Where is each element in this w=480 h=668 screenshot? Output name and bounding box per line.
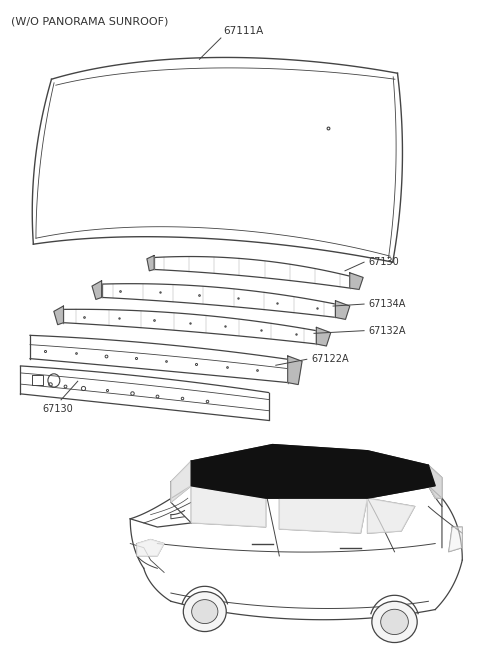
Text: 67132A: 67132A <box>369 326 407 336</box>
Polygon shape <box>279 494 367 533</box>
Text: 67130: 67130 <box>369 257 399 267</box>
Polygon shape <box>92 281 102 299</box>
Polygon shape <box>316 327 331 346</box>
Polygon shape <box>367 498 415 533</box>
Text: 67111A: 67111A <box>223 26 264 36</box>
Text: 67122A: 67122A <box>312 354 349 364</box>
Ellipse shape <box>183 592 226 631</box>
Polygon shape <box>336 301 350 319</box>
Polygon shape <box>449 527 462 552</box>
Text: 67130: 67130 <box>42 404 72 414</box>
Ellipse shape <box>381 609 408 635</box>
Text: 67134A: 67134A <box>369 299 406 309</box>
Ellipse shape <box>192 600 218 623</box>
Polygon shape <box>429 465 442 498</box>
Polygon shape <box>191 445 435 498</box>
Polygon shape <box>191 486 266 527</box>
Text: (W/O PANORAMA SUNROOF): (W/O PANORAMA SUNROOF) <box>11 16 168 26</box>
Polygon shape <box>137 540 164 556</box>
Polygon shape <box>288 356 302 385</box>
Polygon shape <box>350 273 363 289</box>
Polygon shape <box>147 255 154 271</box>
Polygon shape <box>171 461 191 502</box>
Ellipse shape <box>372 601 417 643</box>
Polygon shape <box>54 306 63 325</box>
